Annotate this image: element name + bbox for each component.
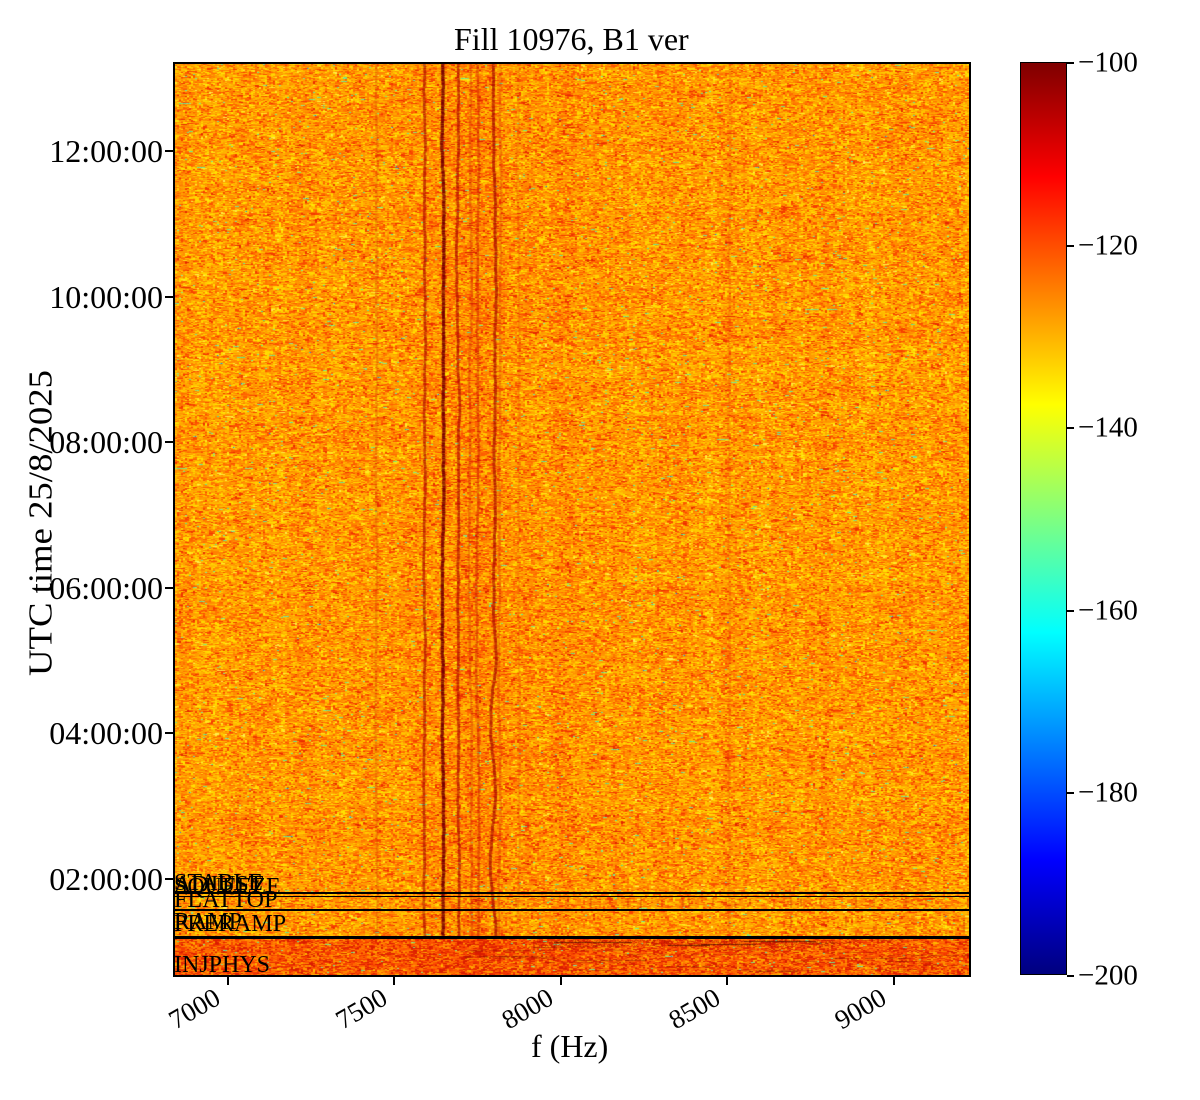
- svg-text:UTC time 25/8/2025: UTC time 25/8/2025: [23, 370, 60, 676]
